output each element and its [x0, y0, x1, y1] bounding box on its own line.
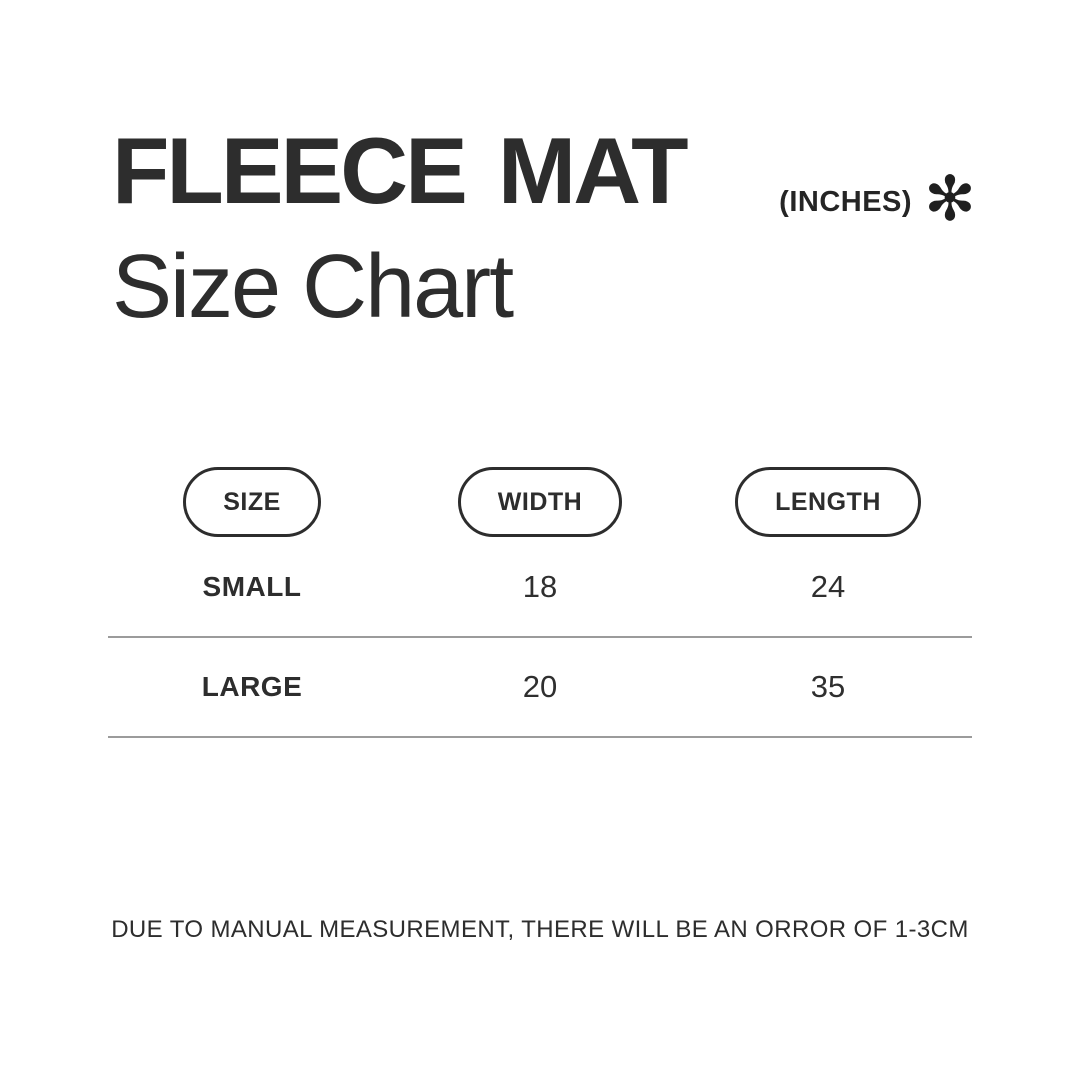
measurement-disclaimer: DUE TO MANUAL MEASUREMENT, THERE WILL BE…	[111, 916, 969, 943]
size-label-small: SMALL	[202, 571, 302, 602]
page-header: FLEECE MAT Size Chart	[112, 118, 689, 337]
units-label: (INCHES)	[779, 185, 913, 218]
length-value-large: 35	[810, 669, 846, 704]
asterisk-icon: ✻	[924, 165, 976, 235]
table-row-small: SMALL 18 24	[108, 538, 972, 638]
width-value-large: 20	[522, 669, 558, 704]
table-row-large: LARGE 20 35	[108, 638, 972, 738]
column-header-length: LENGTH	[735, 467, 921, 537]
length-value-small: 24	[810, 569, 846, 604]
size-table: SIZE WIDTH LENGTH SMALL 18 24 LARGE 20 3…	[108, 467, 972, 738]
page-title: FLEECE MAT	[112, 118, 689, 223]
column-header-cell-size: SIZE	[108, 467, 396, 538]
page-subtitle: Size Chart	[112, 237, 514, 337]
column-header-width: WIDTH	[457, 467, 623, 537]
units-label-group: (INCHES) ✻	[779, 168, 976, 236]
column-header-cell-length: LENGTH	[684, 467, 972, 538]
column-header-cell-width: WIDTH	[396, 467, 684, 538]
column-header-size: SIZE	[183, 467, 321, 537]
table-header-row: SIZE WIDTH LENGTH	[108, 467, 972, 538]
size-label-large: LARGE	[201, 671, 303, 702]
width-value-small: 18	[522, 569, 558, 604]
